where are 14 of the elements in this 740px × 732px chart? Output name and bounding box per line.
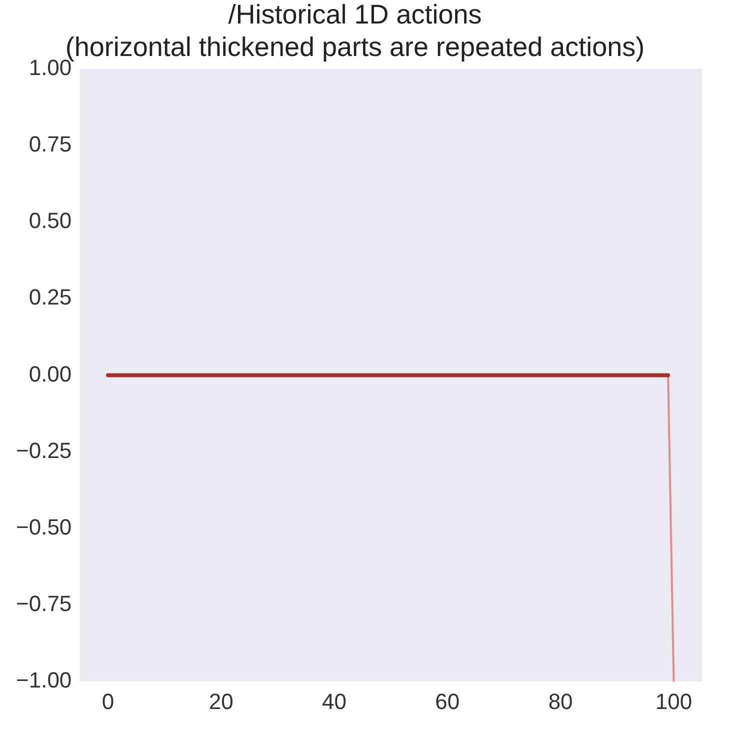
y-tick-label: −1.00 [16,668,72,693]
y-tick-label: 0.00 [28,361,72,386]
y-tick-label: 0.75 [28,131,72,156]
x-tick-label: 0 [102,688,114,714]
x-tick-label: 60 [435,688,460,714]
y-tick-label: −0.50 [16,514,72,540]
y-tick-label: 0.25 [28,284,72,310]
y-tick-label: −0.25 [16,438,72,463]
x-tick-label: 80 [548,688,573,714]
x-tick-label: 100 [655,688,692,714]
y-tick-label: −0.75 [16,591,72,616]
y-tick-label: 0.50 [28,208,72,234]
x-tick-label: 40 [322,688,346,714]
x-tick-label: 20 [208,688,234,714]
